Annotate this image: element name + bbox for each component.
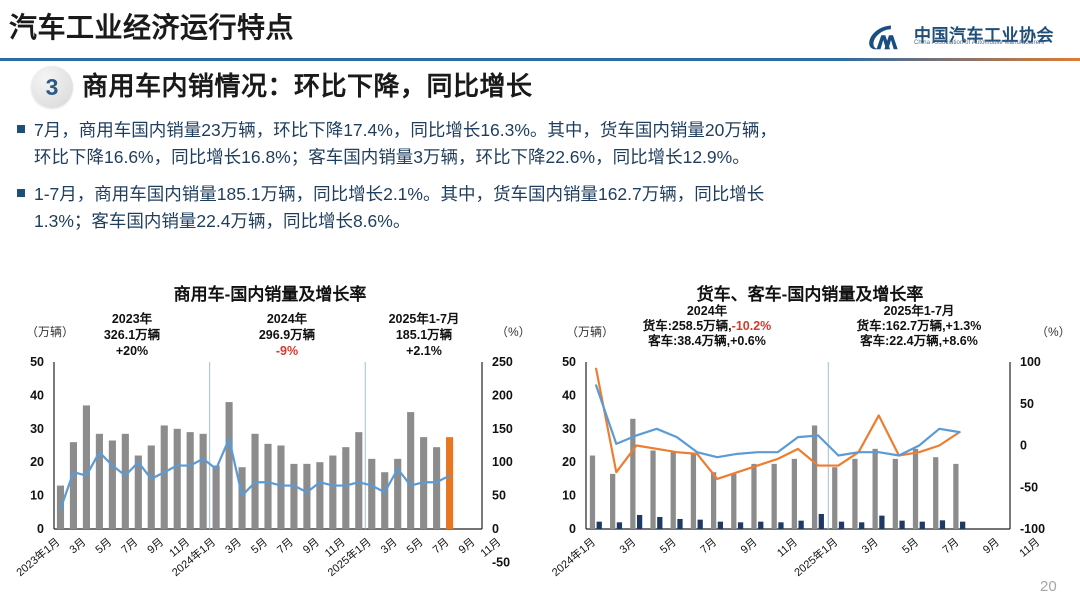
svg-text:0: 0 (492, 522, 499, 536)
svg-text:-9%: -9% (276, 344, 298, 358)
svg-text:-100: -100 (1020, 522, 1045, 536)
svg-text:5月: 5月 (658, 536, 679, 556)
svg-text:5月: 5月 (249, 536, 270, 556)
svg-text:-50: -50 (1020, 480, 1038, 494)
svg-text:10: 10 (30, 489, 44, 503)
svg-text:326.1万辆: 326.1万辆 (104, 327, 161, 342)
svg-text:100: 100 (492, 455, 513, 469)
svg-text:2025年1-7月: 2025年1-7月 (884, 303, 955, 318)
svg-text:200: 200 (492, 388, 513, 402)
svg-text:9月: 9月 (301, 536, 322, 556)
svg-text:客车:38.4万辆,+0.6%: 客车:38.4万辆,+0.6% (647, 333, 766, 348)
svg-text:11月: 11月 (1017, 536, 1042, 560)
svg-text:150: 150 (492, 422, 513, 436)
svg-text:2023年: 2023年 (112, 311, 153, 326)
svg-text:2023年1月: 2023年1月 (13, 535, 62, 578)
svg-text:货车:162.7万辆,+1.3%: 货车:162.7万辆,+1.3% (857, 318, 982, 333)
svg-text:2025年1月: 2025年1月 (791, 535, 840, 578)
svg-text:2024年1月: 2024年1月 (549, 535, 598, 578)
svg-text:0: 0 (1020, 439, 1027, 453)
svg-text:货车:258.5万辆,-10.2%: 货车:258.5万辆,-10.2% (643, 318, 772, 333)
svg-text:5月: 5月 (405, 536, 426, 556)
svg-text:30: 30 (30, 422, 44, 436)
svg-text:2024年: 2024年 (267, 311, 308, 326)
svg-text:9月: 9月 (981, 536, 1002, 556)
svg-text:0: 0 (569, 522, 576, 536)
svg-text:9月: 9月 (457, 536, 478, 556)
svg-text:7月: 7月 (941, 536, 962, 556)
svg-text:7月: 7月 (119, 536, 140, 556)
svg-text:40: 40 (30, 388, 44, 402)
svg-text:3月: 3月 (860, 536, 881, 556)
svg-text:-50: -50 (492, 555, 510, 569)
svg-text:185.1万辆: 185.1万辆 (396, 327, 453, 342)
svg-text:50: 50 (30, 355, 44, 369)
svg-text:50: 50 (1020, 397, 1034, 411)
svg-text:9月: 9月 (739, 536, 760, 556)
svg-text:296.9万辆: 296.9万辆 (259, 327, 316, 342)
svg-text:3月: 3月 (68, 536, 89, 556)
svg-text:7月: 7月 (431, 536, 452, 556)
svg-text:10: 10 (562, 489, 576, 503)
svg-text:50: 50 (562, 355, 576, 369)
svg-text:2025年1-7月: 2025年1-7月 (389, 311, 460, 326)
svg-text:2024年: 2024年 (687, 303, 728, 318)
svg-text:20: 20 (30, 455, 44, 469)
svg-text:5月: 5月 (900, 536, 921, 556)
svg-text:3月: 3月 (223, 536, 244, 556)
svg-text:5月: 5月 (93, 536, 114, 556)
svg-text:+20%: +20% (116, 344, 148, 358)
svg-text:20: 20 (562, 455, 576, 469)
svg-text:7月: 7月 (698, 536, 719, 556)
svg-text:7月: 7月 (275, 536, 296, 556)
svg-text:50: 50 (492, 489, 506, 503)
svg-text:客车:22.4万辆,+8.6%: 客车:22.4万辆,+8.6% (859, 333, 978, 348)
svg-text:11月: 11月 (775, 536, 800, 560)
svg-text:100: 100 (1020, 355, 1041, 369)
svg-text:0: 0 (37, 522, 44, 536)
svg-text:3月: 3月 (379, 536, 400, 556)
svg-text:3月: 3月 (618, 536, 639, 556)
svg-text:30: 30 (562, 422, 576, 436)
svg-text:40: 40 (562, 388, 576, 402)
svg-text:9月: 9月 (145, 536, 166, 556)
svg-text:250: 250 (492, 355, 513, 369)
svg-text:+2.1%: +2.1% (406, 344, 442, 358)
